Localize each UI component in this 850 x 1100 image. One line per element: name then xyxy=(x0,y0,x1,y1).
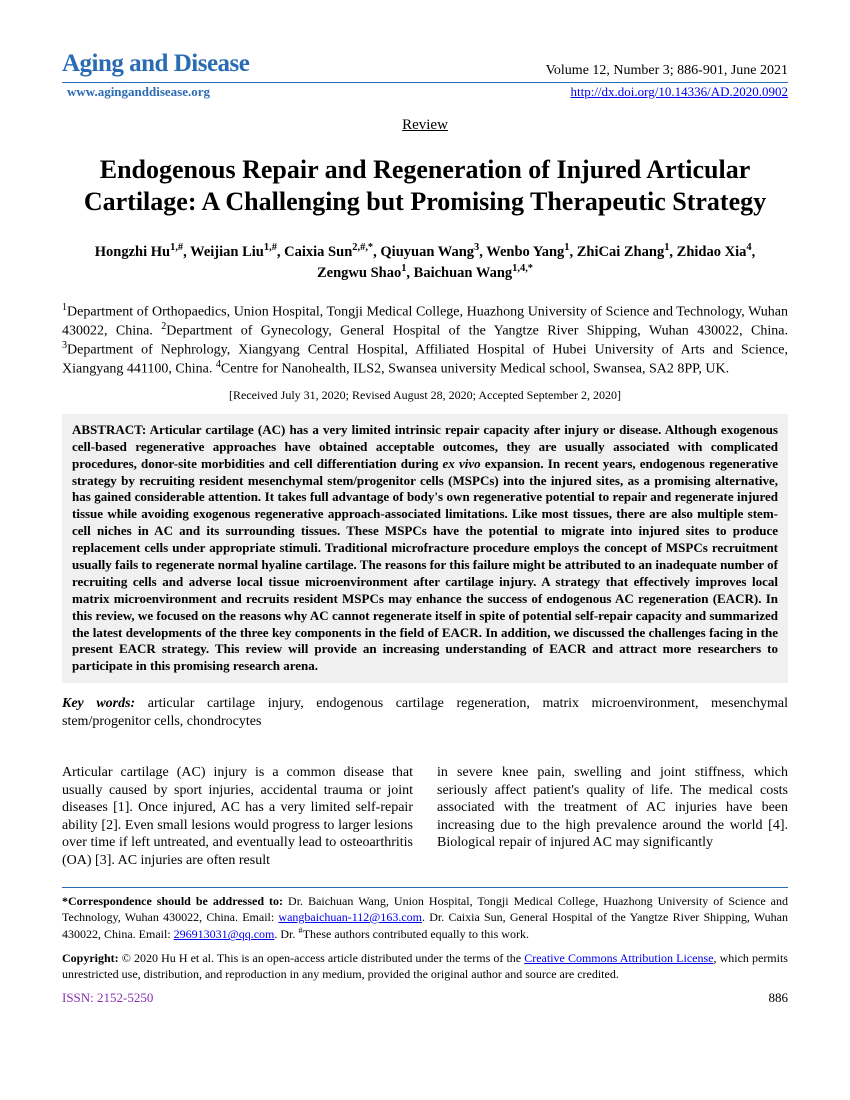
page-number: 886 xyxy=(769,990,789,1007)
abstract-box: ABSTRACT: Articular cartilage (AC) has a… xyxy=(62,414,788,683)
footer-section: *Correspondence should be addressed to: … xyxy=(62,887,788,1007)
header-row: Aging and Disease Volume 12, Number 3; 8… xyxy=(62,48,788,83)
journal-website-link[interactable]: www.aginganddisease.org xyxy=(62,84,210,101)
issn-label: ISSN: 2152-5250 xyxy=(62,990,153,1007)
correspondence-block: *Correspondence should be addressed to: … xyxy=(62,894,788,943)
body-column-right: in severe knee pain, swelling and joint … xyxy=(437,764,788,869)
keywords-text: articular cartilage injury, endogenous c… xyxy=(62,696,788,729)
article-dates: [Received July 31, 2020; Revised August … xyxy=(62,388,788,404)
abstract-text: Articular cartilage (AC) has a very limi… xyxy=(72,422,778,673)
sub-header-row: www.aginganddisease.org http://dx.doi.or… xyxy=(62,84,788,101)
copyright-block: Copyright: © 2020 Hu H et al. This is an… xyxy=(62,951,788,982)
abstract-label: ABSTRACT: xyxy=(72,422,150,437)
keywords-section: Key words: articular cartilage injury, e… xyxy=(62,695,788,730)
doi-link[interactable]: http://dx.doi.org/10.14336/AD.2020.0902 xyxy=(570,84,788,101)
keywords-label: Key words: xyxy=(62,696,135,711)
body-column-left: Articular cartilage (AC) injury is a com… xyxy=(62,764,413,869)
article-type: Review xyxy=(62,116,788,136)
article-title: Endogenous Repair and Regeneration of In… xyxy=(62,154,788,219)
body-text: Articular cartilage (AC) injury is a com… xyxy=(62,764,788,869)
author-list: Hongzhi Hu1,#, Weijian Liu1,#, Caixia Su… xyxy=(62,241,788,284)
issn-row: ISSN: 2152-5250 886 xyxy=(62,990,788,1007)
journal-name: Aging and Disease xyxy=(62,48,249,81)
affiliations: 1Department of Orthopaedics, Union Hospi… xyxy=(62,302,788,379)
issue-info: Volume 12, Number 3; 886-901, June 2021 xyxy=(546,62,788,80)
